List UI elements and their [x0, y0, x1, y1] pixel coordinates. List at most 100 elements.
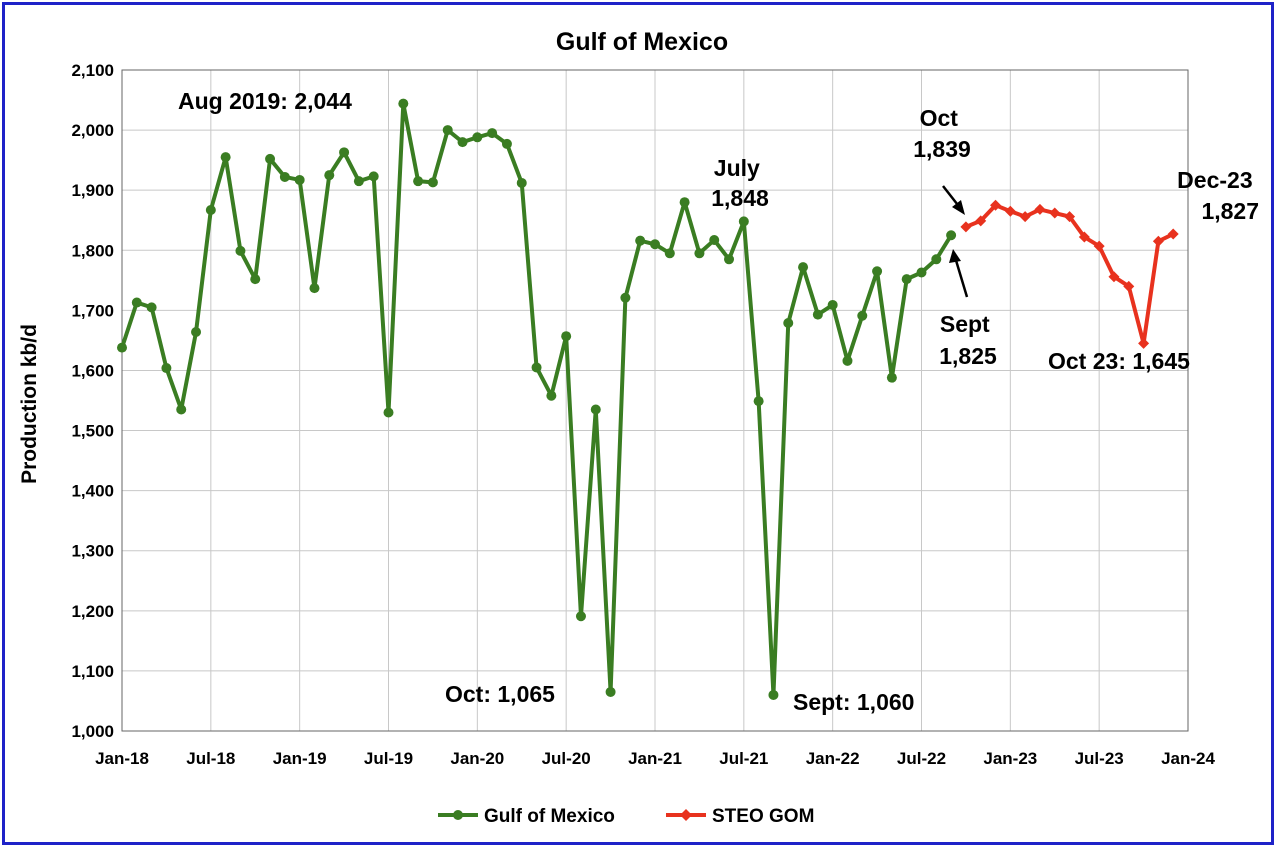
arrow-sept [949, 249, 969, 298]
data-point-gulf-of-mexico [753, 396, 764, 407]
annotation-dec23-line1: Dec-23 [1177, 167, 1252, 193]
data-point-gulf-of-mexico [279, 171, 290, 182]
data-point-steo-gom [1093, 240, 1105, 252]
data-point-gulf-of-mexico [472, 132, 483, 143]
data-point-gulf-of-mexico [294, 174, 305, 185]
series-line-steo-gom [965, 203, 1175, 346]
data-point-gulf-of-mexico [220, 152, 231, 163]
data-point-steo-gom [960, 221, 972, 233]
arrow-oct [942, 185, 965, 215]
plot-area [121, 69, 1189, 732]
data-point-gulf-of-mexico [265, 153, 276, 164]
y-tick-label: 2,000 [71, 121, 114, 140]
data-point-steo-gom [1049, 207, 1061, 219]
data-point-gulf-of-mexico [353, 176, 364, 187]
annotation-dec23: Dec-23 1,827 [1177, 167, 1259, 224]
data-point-gulf-of-mexico [679, 197, 690, 208]
data-point-gulf-of-mexico [250, 274, 261, 285]
data-point-gulf-of-mexico [827, 299, 838, 310]
data-point-gulf-of-mexico [146, 302, 157, 313]
data-point-gulf-of-mexico [842, 355, 853, 366]
y-tick-label: 1,800 [71, 241, 114, 260]
data-point-steo-gom [1019, 211, 1031, 223]
data-point-gulf-of-mexico [339, 147, 350, 158]
data-point-gulf-of-mexico [783, 317, 794, 328]
y-tick-label: 1,200 [71, 602, 114, 621]
data-point-gulf-of-mexico [161, 363, 172, 374]
annotation-sept: Sept 1,825 [939, 311, 997, 369]
data-point-gulf-of-mexico [427, 177, 438, 188]
y-tick-label: 1,000 [71, 722, 114, 741]
y-tick-label: 1,600 [71, 361, 114, 380]
data-point-gulf-of-mexico [117, 342, 127, 353]
data-point-steo-gom [1108, 271, 1120, 283]
data-point-gulf-of-mexico [886, 372, 897, 383]
data-point-gulf-of-mexico [768, 689, 779, 700]
x-tick-label: Jul-20 [542, 749, 591, 768]
data-point-gulf-of-mexico [635, 235, 646, 246]
legend: Gulf of Mexico STEO GOM [438, 806, 814, 827]
data-point-steo-gom [975, 215, 987, 227]
data-point-gulf-of-mexico [546, 390, 557, 401]
data-point-gulf-of-mexico [798, 262, 809, 273]
gridlines [121, 69, 1189, 732]
annotation-oct: Oct 1,839 [913, 105, 971, 162]
data-point-gulf-of-mexico [857, 310, 868, 321]
legend-item-steo-gom: STEO GOM [666, 806, 814, 827]
legend-item-gulf-of-mexico: Gulf of Mexico [438, 806, 615, 827]
y-tick-label: 1,400 [71, 482, 114, 501]
data-point-gulf-of-mexico [620, 292, 631, 303]
data-point-steo-gom [990, 199, 1002, 211]
annotation-sept-line1: Sept [940, 311, 990, 337]
data-point-gulf-of-mexico [664, 248, 675, 259]
y-axis-ticks: 1,000 1,100 1,200 1,300 1,400 1,500 1,600 1,700… [71, 61, 114, 741]
annotation-aug2019: Aug 2019: 2,044 [178, 88, 352, 114]
data-point-steo-gom [1152, 235, 1164, 247]
chart-title: Gulf of Mexico [556, 28, 728, 56]
x-tick-label: Jan-20 [450, 749, 504, 768]
annotation-dec23-line2: 1,827 [1201, 198, 1259, 224]
y-tick-label: 1,900 [71, 181, 114, 200]
y-axis-label: Production kb/d [18, 324, 41, 484]
data-point-gulf-of-mexico [916, 267, 927, 278]
annotation-july-line1: July [714, 155, 760, 181]
data-point-gulf-of-mexico [324, 170, 335, 181]
x-tick-label: Jan-18 [95, 749, 149, 768]
data-point-gulf-of-mexico [531, 362, 542, 373]
x-tick-label: Jul-22 [897, 749, 946, 768]
data-point-gulf-of-mexico [501, 138, 512, 149]
y-tick-label: 1,300 [71, 542, 114, 561]
annotation-sept-line2: 1,825 [939, 343, 997, 369]
data-point-steo-gom [1064, 211, 1076, 223]
data-point-gulf-of-mexico [575, 611, 586, 622]
data-point-gulf-of-mexico [812, 309, 823, 320]
data-point-gulf-of-mexico [590, 404, 601, 415]
data-point-steo-gom [1004, 205, 1016, 217]
data-point-gulf-of-mexico [309, 283, 320, 294]
x-tick-label: Jan-22 [806, 749, 860, 768]
data-point-gulf-of-mexico [694, 248, 705, 259]
x-tick-label: Jan-21 [628, 749, 682, 768]
y-tick-label: 1,100 [71, 662, 114, 681]
x-tick-label: Jul-18 [186, 749, 235, 768]
data-point-gulf-of-mexico [872, 266, 883, 277]
annotation-oct-line2: 1,839 [913, 136, 971, 162]
data-point-gulf-of-mexico [191, 326, 202, 337]
y-tick-label: 2,100 [71, 61, 114, 80]
x-tick-label: Jan-23 [983, 749, 1037, 768]
x-tick-label: Jul-21 [719, 749, 768, 768]
data-point-gulf-of-mexico [487, 128, 498, 139]
data-point-gulf-of-mexico [931, 254, 942, 265]
production-chart: Gulf of Mexico Production kb/d 1,000 1,10… [18, 28, 1259, 827]
data-point-gulf-of-mexico [383, 407, 394, 418]
data-point-gulf-of-mexico [398, 98, 409, 109]
data-point-gulf-of-mexico [131, 297, 142, 308]
annotations: Aug 2019: 2,044 July 1,848 Oct 1,839 Sep… [178, 88, 1259, 715]
data-point-steo-gom [1123, 280, 1135, 292]
annotation-oct-line1: Oct [920, 105, 959, 131]
data-point-steo-gom [1138, 337, 1150, 349]
data-point-gulf-of-mexico [605, 686, 616, 697]
y-tick-label: 1,500 [71, 422, 114, 441]
data-point-gulf-of-mexico [205, 205, 216, 216]
